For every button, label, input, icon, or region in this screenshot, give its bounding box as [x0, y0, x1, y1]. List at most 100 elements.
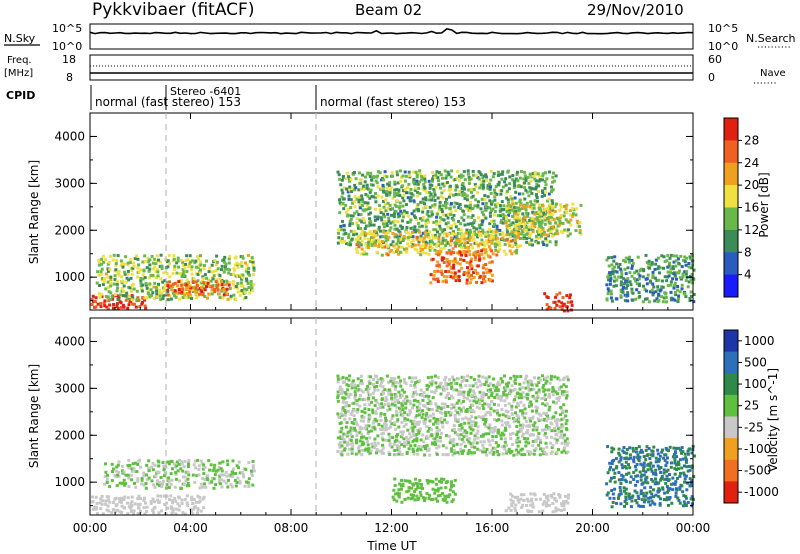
heatmap-cell-1-0 — [132, 511, 135, 515]
heatmap-cell-0-5 — [436, 277, 440, 281]
heatmap-cell-1-5 — [640, 463, 644, 467]
heatmap-cell-1-2 — [399, 435, 403, 439]
heatmap-cell-0-6 — [518, 221, 522, 225]
heatmap-cell-0-8 — [624, 272, 628, 276]
heatmap-cell-0-4 — [396, 248, 400, 252]
heatmap-cell-0-3 — [540, 219, 544, 223]
heatmap-cell-0-5 — [467, 249, 471, 253]
heatmap-cell-0-3 — [346, 190, 350, 194]
heatmap-cell-1-2 — [397, 452, 401, 456]
heatmap-cell-0-3 — [484, 173, 488, 177]
heatmap-cell-0-8 — [608, 282, 612, 286]
heatmap-cell-1-2 — [344, 400, 348, 404]
heatmap-cell-0-3 — [428, 230, 432, 234]
heatmap-cell-1-2 — [481, 404, 485, 407]
heatmap-cell-1-2 — [561, 425, 565, 429]
heatmap-cell-0-3 — [348, 179, 351, 183]
heatmap-cell-0-8 — [670, 298, 673, 302]
heatmap-cell-1-3 — [426, 481, 430, 485]
heatmap-cell-0-1 — [194, 265, 198, 269]
heatmap-cell-0-8 — [642, 268, 645, 272]
heatmap-cell-1-2 — [379, 419, 383, 422]
heatmap-cell-0-1 — [131, 295, 135, 299]
heatmap-cell-0-8 — [673, 274, 677, 278]
heatmap-cell-1-2 — [535, 406, 539, 410]
heatmap-cell-0-3 — [385, 186, 389, 190]
heatmap-cell-0-8 — [662, 255, 666, 259]
heatmap-cell-1-5 — [651, 453, 655, 457]
heatmap-cell-1-2 — [385, 388, 389, 392]
heatmap-cell-0-5 — [472, 253, 476, 257]
heatmap-cell-1-1 — [142, 471, 146, 475]
heatmap-cell-1-1 — [225, 474, 229, 478]
heatmap-cell-1-2 — [481, 415, 485, 419]
heatmap-cell-1-2 — [562, 383, 566, 387]
heatmap-cell-0-5 — [489, 269, 493, 273]
heatmap-cell-0-6 — [547, 209, 550, 213]
heatmap-cell-1-2 — [386, 402, 390, 406]
heatmap-cell-1-3 — [444, 486, 448, 490]
heatmap-cell-1-2 — [422, 391, 426, 395]
heatmap-cell-1-1 — [169, 482, 173, 486]
heatmap-cell-0-3 — [347, 194, 351, 198]
heatmap-cell-0-1 — [109, 291, 113, 295]
heatmap-cell-1-1 — [192, 463, 196, 467]
heatmap-cell-1-2 — [384, 428, 388, 432]
heatmap-cell-1-5 — [608, 468, 612, 472]
heatmap-cell-1-1 — [231, 467, 235, 471]
heatmap-cell-0-1 — [152, 267, 155, 271]
heatmap-cell-1-2 — [434, 381, 438, 385]
heatmap-cell-0-4 — [406, 235, 410, 239]
heatmap-cell-0-6 — [565, 203, 569, 207]
heatmap-cell-0-3 — [469, 177, 473, 181]
heatmap-cell-1-2 — [470, 452, 474, 456]
heatmap-cell-0-3 — [377, 227, 381, 231]
heatmap-cell-1-0 — [185, 494, 189, 498]
heatmap-cell-0-3 — [340, 195, 344, 199]
heatmap-cell-1-3 — [407, 486, 411, 490]
heatmap-cell-1-2 — [445, 420, 449, 424]
heatmap-cell-0-3 — [382, 178, 385, 182]
heatmap-cell-1-4 — [526, 499, 530, 503]
heatmap-cell-1-2 — [367, 430, 371, 434]
heatmap-cell-0-3 — [508, 182, 512, 186]
heatmap-cell-0-4 — [422, 244, 426, 248]
heatmap-cell-0-4 — [355, 250, 359, 254]
heatmap-cell-1-2 — [453, 431, 457, 435]
heatmap-cell-1-2 — [349, 433, 353, 437]
heatmap-cell-1-2 — [518, 387, 522, 391]
heatmap-cell-0-6 — [548, 225, 552, 229]
heatmap-cell-0-3 — [460, 190, 464, 194]
heatmap-cell-1-1 — [139, 465, 143, 469]
heatmap-cell-0-3 — [501, 221, 505, 225]
heatmap-cell-0-7 — [565, 294, 569, 298]
heatmap-cell-1-2 — [466, 452, 470, 456]
heatmap-cell-1-2 — [495, 418, 499, 422]
heatmap-cell-0-3 — [528, 186, 532, 190]
heatmap-cell-0-3 — [516, 179, 520, 183]
heatmap-cell-1-0 — [191, 512, 195, 516]
heatmap-cell-0-5 — [453, 273, 457, 277]
heatmap-cell-1-2 — [367, 424, 371, 428]
heatmap-cell-0-3 — [389, 207, 393, 211]
heatmap-cell-1-2 — [496, 388, 500, 392]
heatmap-cell-0-1 — [163, 284, 167, 288]
heatmap-cell-0-5 — [446, 260, 450, 264]
heatmap-cell-0-4 — [411, 238, 415, 242]
heatmap-cell-0-3 — [552, 171, 555, 175]
heatmap-cell-0-1 — [236, 282, 240, 286]
heatmap-cell-1-2 — [503, 437, 507, 441]
heatmap-cell-0-3 — [501, 185, 505, 189]
heatmap-cell-1-5 — [666, 456, 669, 460]
heatmap-cell-1-2 — [373, 427, 377, 431]
heatmap-cell-1-2 — [411, 429, 415, 433]
heatmap-cell-0-8 — [692, 268, 696, 272]
heatmap-cell-1-2 — [348, 417, 352, 421]
heatmap-cell-0-1 — [196, 288, 200, 292]
heatmap-cell-1-2 — [427, 394, 431, 398]
heatmap-cell-1-2 — [555, 424, 559, 428]
heatmap-cell-0-3 — [486, 195, 490, 199]
heatmap-cell-0-3 — [420, 237, 424, 241]
heatmap-cell-1-1 — [209, 463, 213, 467]
heatmap-cell-0-3 — [493, 210, 497, 213]
